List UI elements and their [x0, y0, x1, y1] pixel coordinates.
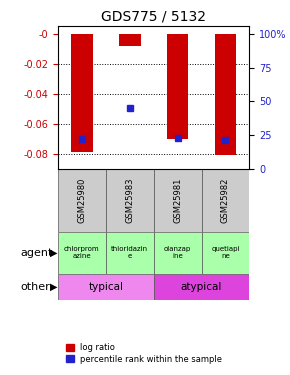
Text: agent: agent: [20, 248, 53, 258]
Bar: [167, 34, 189, 139]
Bar: [215, 34, 236, 155]
Bar: [58, 169, 106, 232]
Bar: [71, 34, 93, 152]
Bar: [202, 169, 249, 232]
Text: chlorprom
azine: chlorprom azine: [64, 246, 100, 259]
Bar: [154, 232, 202, 274]
Bar: [202, 232, 249, 274]
Bar: [58, 274, 154, 300]
Bar: [119, 34, 141, 46]
Text: GSM25982: GSM25982: [221, 177, 230, 223]
Text: typical: typical: [88, 282, 123, 292]
Text: thioridazin
e: thioridazin e: [111, 246, 148, 259]
Text: GSM25983: GSM25983: [125, 177, 134, 223]
Legend: log ratio, percentile rank within the sample: log ratio, percentile rank within the sa…: [62, 340, 226, 367]
Text: GSM25980: GSM25980: [77, 177, 86, 223]
Bar: [106, 169, 154, 232]
Text: other: other: [20, 282, 50, 292]
Text: quetiapi
ne: quetiapi ne: [211, 246, 240, 259]
Bar: [58, 232, 106, 274]
Text: ▶: ▶: [50, 282, 57, 292]
Text: ▶: ▶: [50, 248, 57, 258]
Text: atypical: atypical: [181, 282, 222, 292]
Bar: [106, 232, 154, 274]
Title: GDS775 / 5132: GDS775 / 5132: [101, 10, 206, 24]
Bar: [154, 274, 249, 300]
Text: GSM25981: GSM25981: [173, 177, 182, 223]
Text: olanzap
ine: olanzap ine: [164, 246, 191, 259]
Bar: [154, 169, 202, 232]
